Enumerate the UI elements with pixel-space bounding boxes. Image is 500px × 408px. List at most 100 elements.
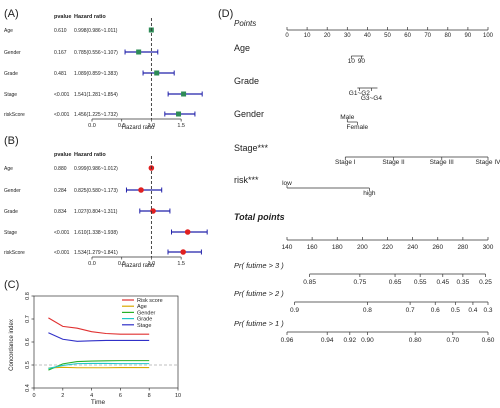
hr-marker-a: [176, 111, 182, 117]
x-tick-label-a: 0.5: [118, 123, 126, 129]
series-line-grade: [48, 362, 150, 369]
points-tick-label: 60: [404, 33, 411, 39]
variable-level-label: Male: [340, 114, 354, 121]
row-pvalue-b: 0.880: [54, 166, 67, 172]
probability-tick-label: 0.3: [483, 307, 492, 314]
probability-tick-label: 0.60: [482, 337, 495, 344]
hr-header-b: Hazard ratio: [74, 152, 106, 158]
series-line-gender: [48, 360, 150, 371]
y-tick-label-c: 0.6: [25, 338, 31, 346]
hr-marker-b: [180, 249, 186, 255]
series-line-stage: [48, 332, 150, 342]
total-points-tick-label: 300: [483, 244, 494, 251]
probability-tick-label: 0.45: [436, 279, 449, 286]
row-hr-a: 0.785(0.556~1.107): [74, 50, 118, 56]
total-points-tick-label: 240: [407, 244, 418, 251]
x-tick-label-c: 8: [148, 393, 151, 399]
x-tick-label-b: 0.5: [118, 261, 126, 267]
panel-label-d: (D): [218, 8, 233, 20]
row-hr-b: 0.999(0.986~1.012): [74, 166, 118, 172]
points-tick-label: 40: [364, 33, 371, 39]
probability-axis-label: Pr( futime > 1 ): [234, 319, 284, 328]
probability-tick-label: 0.4: [468, 307, 477, 314]
variable-level-label: Stage III: [430, 159, 454, 166]
hr-header-a: Hazard ratio: [74, 14, 106, 20]
points-tick-label: 50: [384, 33, 391, 39]
total-points-tick-label: 200: [357, 244, 368, 251]
points-tick-label: 80: [444, 33, 451, 39]
total-points-tick-label: 140: [282, 244, 293, 251]
variable-level-label: high: [363, 190, 376, 197]
xlabel-c: Time: [91, 399, 106, 406]
probability-tick-label: 0.25: [479, 279, 492, 286]
legend-entry: Risk score: [137, 298, 163, 304]
variable-name: Grade: [234, 76, 259, 86]
series-line-age: [48, 366, 150, 369]
legend-entry: Age: [137, 304, 147, 310]
x-tick-label-c: 0: [32, 393, 35, 399]
row-hr-b: 1.610(1.338~1.938): [74, 230, 118, 236]
probability-tick-label: 0.90: [361, 337, 374, 344]
forest-plot-a: (A) pvalue Hazard ratio Age 0.610 0.998(0.…: [4, 8, 203, 131]
probability-axis-label: Pr( futime > 2 ): [234, 289, 284, 298]
row-hr-a: 1.541(1.281~1.854): [74, 92, 118, 98]
variable-name: risk***: [234, 175, 259, 185]
row-pvalue-b: 0.284: [54, 188, 67, 194]
x-tick-label-a: 1.0: [148, 123, 156, 129]
row-hr-a: 0.998(0.986~1.011): [74, 28, 118, 34]
variable-level-label: Female: [347, 124, 369, 131]
points-tick-label: 20: [324, 33, 331, 39]
row-name-b: Stage: [4, 230, 17, 236]
points-tick-label: 100: [483, 33, 494, 39]
forest-plot-b: (B) pvalue Hazard ratio Age 0.880 0.999(0.…: [4, 135, 208, 269]
probability-tick-label: 0.94: [321, 337, 334, 344]
points-tick-label: 70: [424, 33, 431, 39]
xlabel-b: Hazard ratio: [122, 263, 155, 269]
series-line-risk-score: [48, 317, 150, 335]
pvalue-header-b: pvalue: [54, 152, 71, 158]
probability-tick-label: 0.8: [363, 307, 372, 314]
pvalue-header-a: pvalue: [54, 14, 71, 20]
row-name-a: Stage: [4, 92, 17, 98]
row-pvalue-b: <0.001: [54, 250, 70, 256]
hr-marker-b: [138, 187, 144, 193]
hr-marker-a: [181, 91, 187, 97]
probability-tick-label: 0.7: [406, 307, 415, 314]
variable-level-label: 90: [358, 58, 366, 65]
variable-name: Age: [234, 43, 250, 53]
panel-label-b: (B): [4, 135, 19, 147]
row-name-b: Age: [4, 166, 13, 172]
total-points-tick-label: 280: [457, 244, 468, 251]
points-tick-label: 90: [465, 33, 472, 39]
points-tick-label: 0: [285, 33, 289, 39]
variable-name: Gender: [234, 109, 264, 119]
variable-level-label: Stage IV: [476, 159, 500, 166]
probability-tick-label: 0.5: [451, 307, 460, 314]
variable-level-label: low: [282, 180, 292, 187]
legend-entry: Stage: [137, 323, 151, 329]
variable-level-label: 10: [348, 58, 356, 65]
panel-label-a: (A): [4, 8, 19, 20]
points-axis-label: Points: [234, 19, 256, 28]
row-pvalue-a: <0.001: [54, 112, 70, 118]
total-points-label: Total points: [234, 212, 285, 222]
row-pvalue-b: <0.001: [54, 230, 70, 236]
probability-tick-label: 0.55: [414, 279, 427, 286]
row-pvalue-a: 0.481: [54, 71, 67, 77]
probability-tick-label: 0.80: [409, 337, 422, 344]
total-points-tick-label: 260: [432, 244, 443, 251]
row-name-a: Age: [4, 28, 13, 34]
row-hr-a: 1.456(1.225~1.732): [74, 112, 118, 118]
row-hr-a: 1.089(0.859~1.383): [74, 71, 118, 77]
xlabel-a: Hazard ratio: [122, 125, 155, 131]
x-tick-label-a: 1.5: [177, 123, 185, 129]
panel-label-c: (C): [4, 279, 19, 291]
legend-entry: Gender: [137, 310, 156, 316]
variable-level-label: G3~G4: [361, 95, 383, 102]
y-tick-label-c: 0.5: [25, 361, 31, 369]
ylabel-c: Concordance index: [9, 319, 15, 371]
legend-entry: Grade: [137, 317, 152, 323]
probability-tick-label: 0.70: [446, 337, 459, 344]
